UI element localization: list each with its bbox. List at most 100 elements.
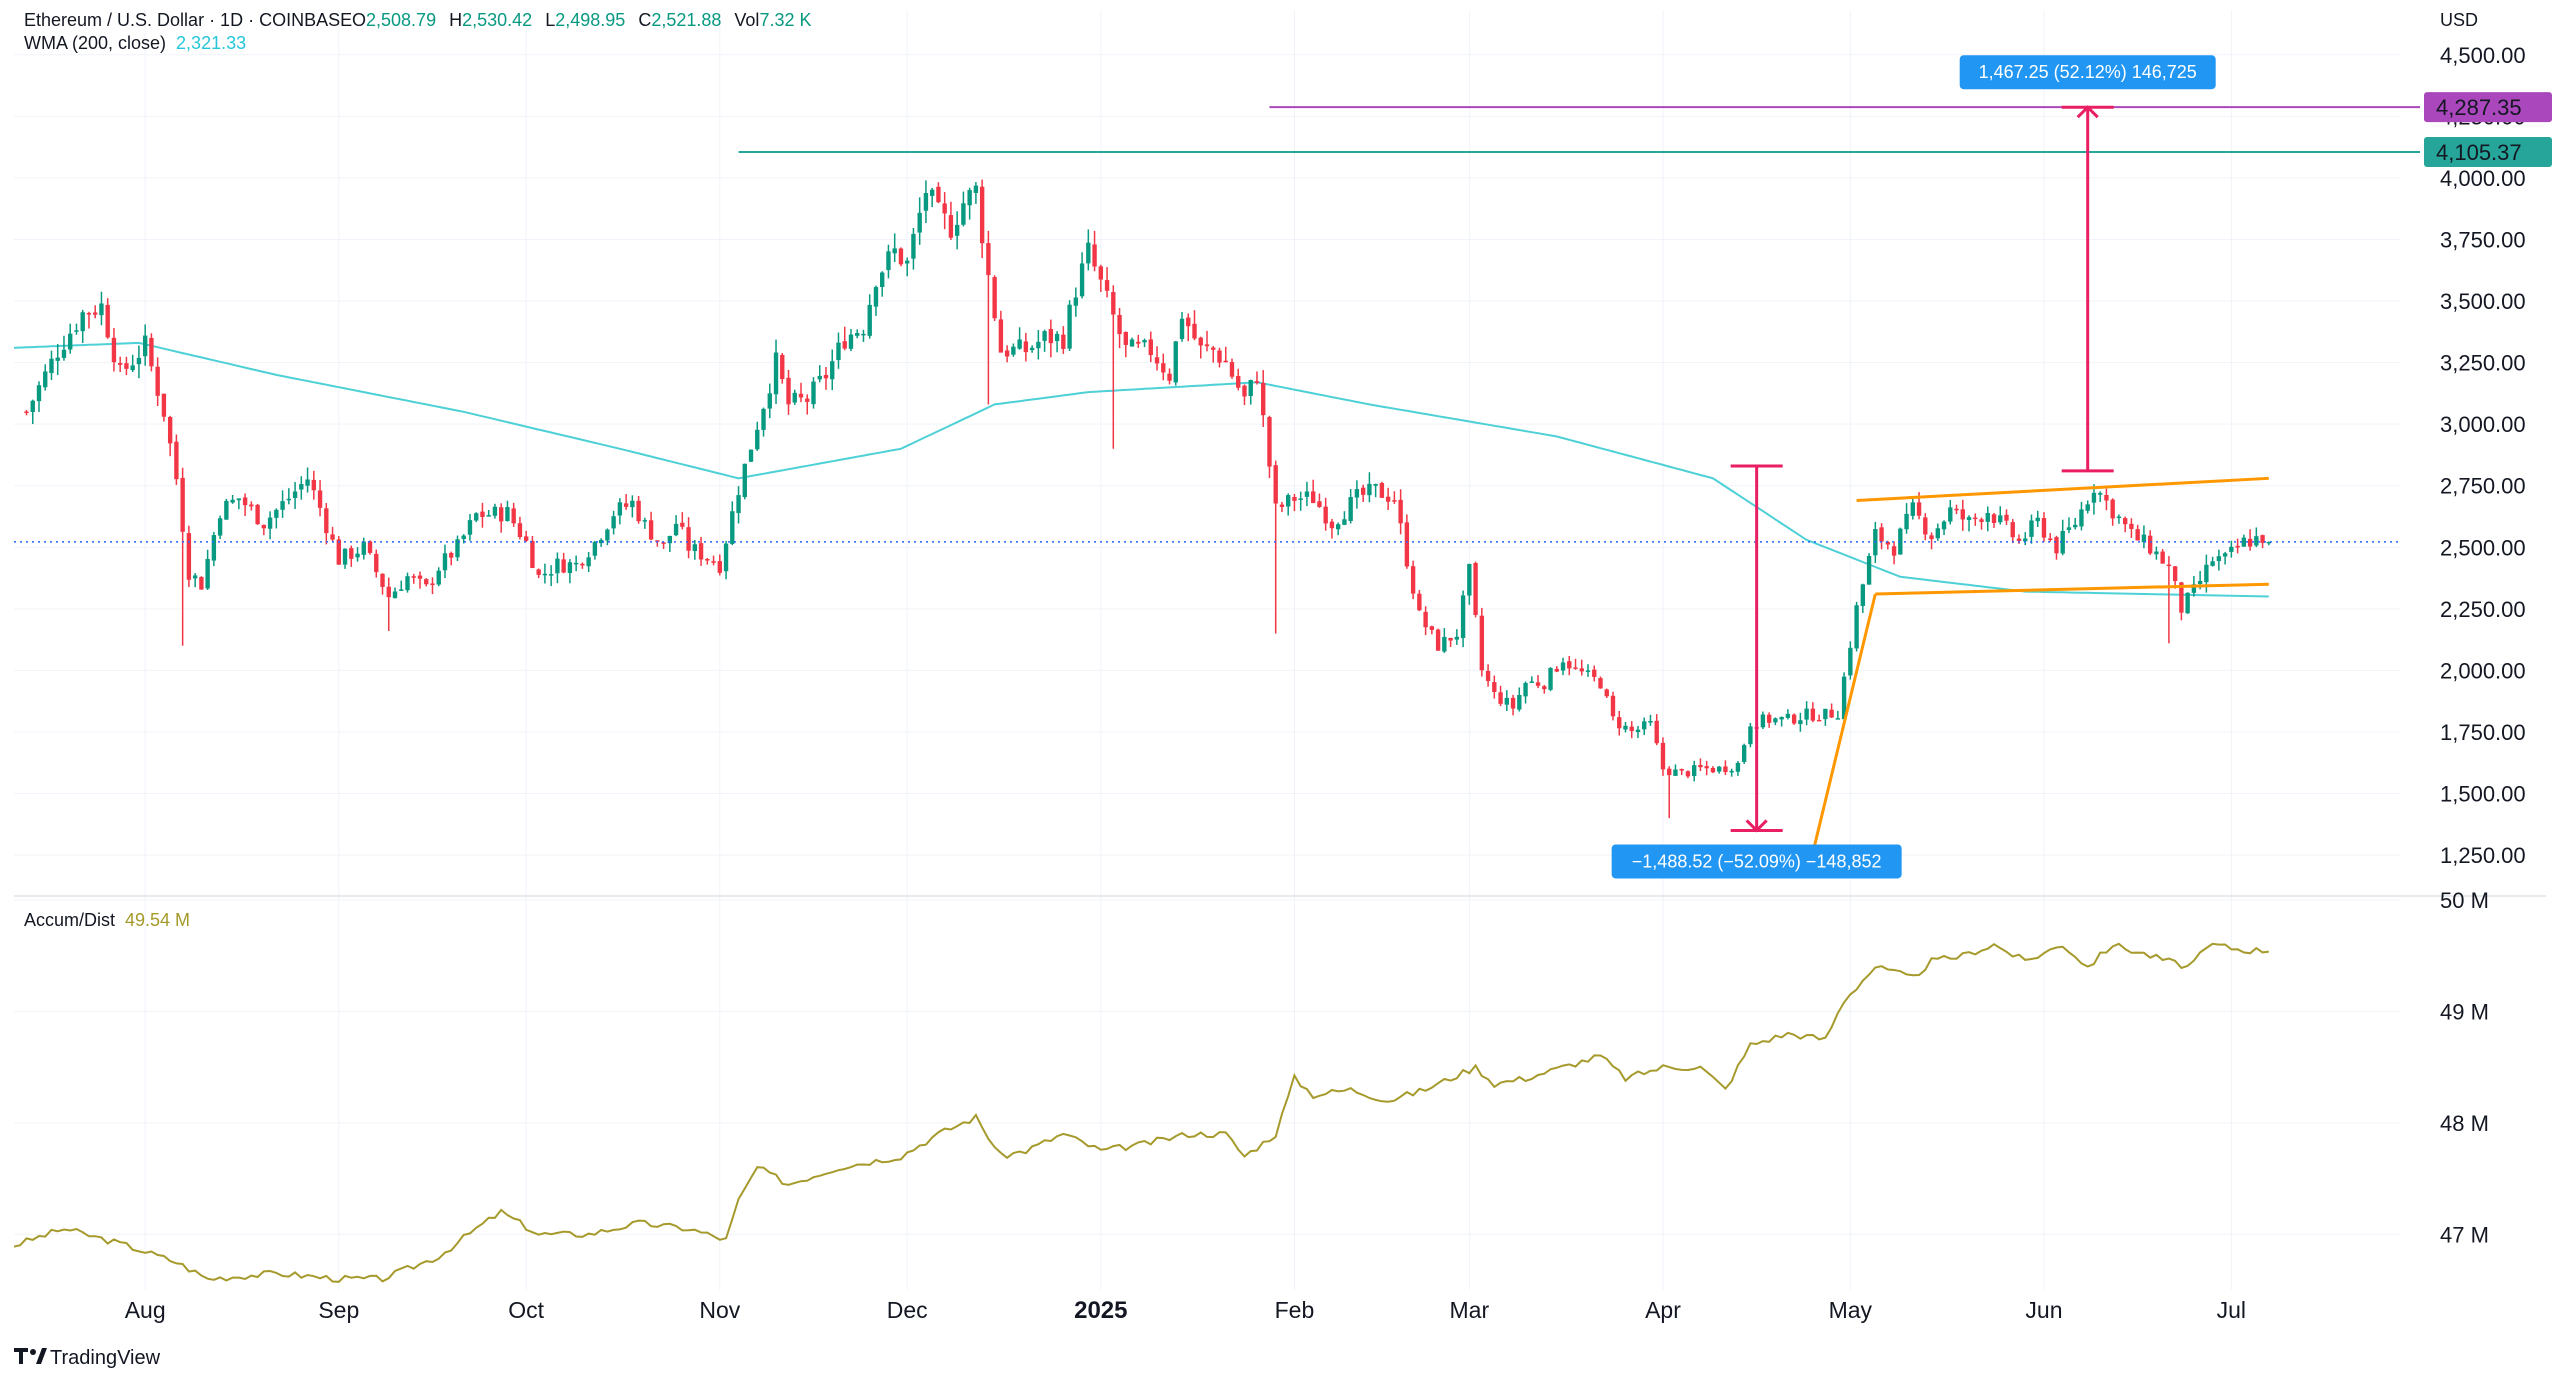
candle-up [1998,515,2003,523]
candle-down [1929,535,1934,540]
candle-up [755,429,760,450]
candle-up [867,304,872,336]
resistance-price-tag[interactable] [2424,136,2552,167]
candle-down [186,533,192,580]
candle-down [511,508,516,524]
candle-up [730,511,735,544]
candle-up [761,408,766,430]
candle-down [1698,765,1703,768]
price-tick-label: 3,250.00 [2440,351,2526,376]
price-axis[interactable]: 1,250.00 1,500.00 1,750.00 2,000.00 2,250.00… [2424,43,2552,868]
flag-pole-line[interactable] [1811,593,1877,853]
candle-up [1504,697,1509,705]
candle-up [1848,647,1853,676]
candle-up [286,498,292,501]
high-label: H [449,10,462,30]
candle-down [1479,615,1485,671]
candle-down [1567,661,1572,669]
candle-up [2035,517,2040,522]
candle-up [1054,333,1060,342]
candle-up [1373,484,1378,486]
volume-value: 7.32 K [759,10,811,30]
candle-down [86,312,92,315]
time-tick-label: Apr [1645,1297,1681,1323]
candle-down [2129,523,2134,529]
candle-up [142,335,148,357]
candle-down [1448,637,1453,641]
candle-up [292,491,298,498]
candle-down [2172,566,2178,582]
candle-up [1642,721,1647,730]
candle-down [1279,504,1285,507]
candle-down [1323,506,1328,524]
close-value: 2,521.88 [651,10,721,30]
candle-up [2116,516,2122,519]
candle-down [1685,771,1691,777]
channel-upper-line[interactable] [1856,476,2269,502]
candle-up [2029,520,2034,537]
candle-up [455,539,460,558]
accum-dist-axis[interactable]: 47 M 48 M 49 M 50 M [2440,888,2489,1247]
candle-up [1011,346,1016,355]
candle-down [661,542,666,544]
candle-up [1735,762,1741,772]
candle-up [505,507,510,522]
candle-down [2166,564,2172,567]
candle-up [192,575,198,579]
candle-up [2216,556,2222,562]
candle-up [2060,530,2065,554]
price-tick-label: 2,750.00 [2440,474,2526,499]
candle-down [499,507,504,522]
candle-up [617,502,623,516]
drawings-layer[interactable]: −1,488.52 (−52.09%) −148,852 1,467.25 (52… [14,55,2420,879]
accum-dist-legend[interactable]: Accum/Dist 49.54 M [24,910,190,930]
candle-up [1729,770,1734,773]
candle-down [1492,682,1497,692]
candle-down [2110,499,2115,519]
candle-down [1573,667,1578,669]
candle-up [1785,713,1791,718]
target-price-tag[interactable] [2424,92,2552,123]
price-pane[interactable]: −1,488.52 (−52.09%) −148,852 1,467.25 (52… [13,55,2420,879]
candle-up [1798,720,1803,725]
wma-legend[interactable]: WMA (200, close) 2,321.33 [24,33,246,53]
measure-label-box[interactable] [1611,844,1902,879]
candle-up [1985,512,1990,522]
candle-up [1835,718,1841,720]
price-tick-label: 3,750.00 [2440,227,2526,252]
candle-down [386,586,391,598]
candle-up [211,535,217,561]
candle-down [580,563,585,566]
open-value: 2,508.79 [366,10,436,30]
candle-up [1560,662,1566,671]
candle-up [442,553,448,571]
tradingview-logo[interactable]: TradingView [14,1347,161,1369]
candle-up [2079,509,2084,527]
candle-down [1092,244,1097,267]
candle-down [1816,719,1822,722]
candle-down [1167,373,1172,381]
candle-up [861,333,866,336]
candle-up [2073,524,2078,528]
candle-down [174,441,179,480]
candle-down [417,575,423,579]
candle-down [686,527,691,551]
candle-down [1510,697,1516,709]
candle-down [680,522,685,527]
symbol-title[interactable]: Ethereum / U.S. Dollar · 1D · COINBASE [24,10,352,30]
candle-up [392,591,398,599]
accum-dist-pane[interactable] [13,942,2269,1283]
candle-down [948,215,954,238]
candle-up [1779,716,1784,720]
wma-value: 2,321.33 [176,33,246,53]
candle-down [117,363,123,365]
candle-down [698,543,704,560]
candle-up [905,260,910,264]
channel-lower-line[interactable] [1875,582,2269,596]
measure-label-box[interactable] [1959,55,2216,90]
candle-down [1916,502,1922,516]
candle-up [811,381,816,405]
time-axis[interactable]: Aug Sep Oct Nov Dec 2025 Feb Mar Apr May Jun Jul [125,1297,2246,1324]
